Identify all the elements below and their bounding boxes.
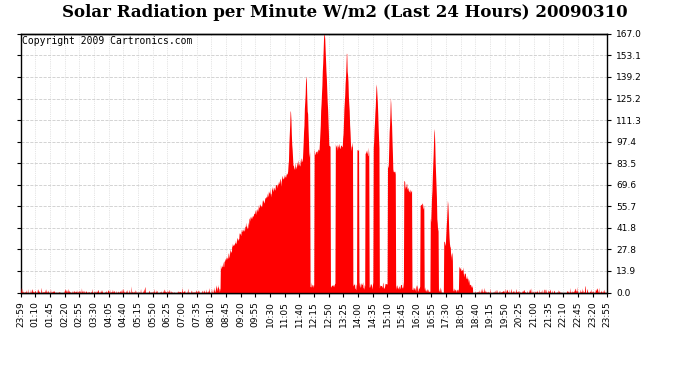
Text: Solar Radiation per Minute W/m2 (Last 24 Hours) 20090310: Solar Radiation per Minute W/m2 (Last 24… [62, 4, 628, 21]
Text: Copyright 2009 Cartronics.com: Copyright 2009 Cartronics.com [22, 36, 193, 46]
